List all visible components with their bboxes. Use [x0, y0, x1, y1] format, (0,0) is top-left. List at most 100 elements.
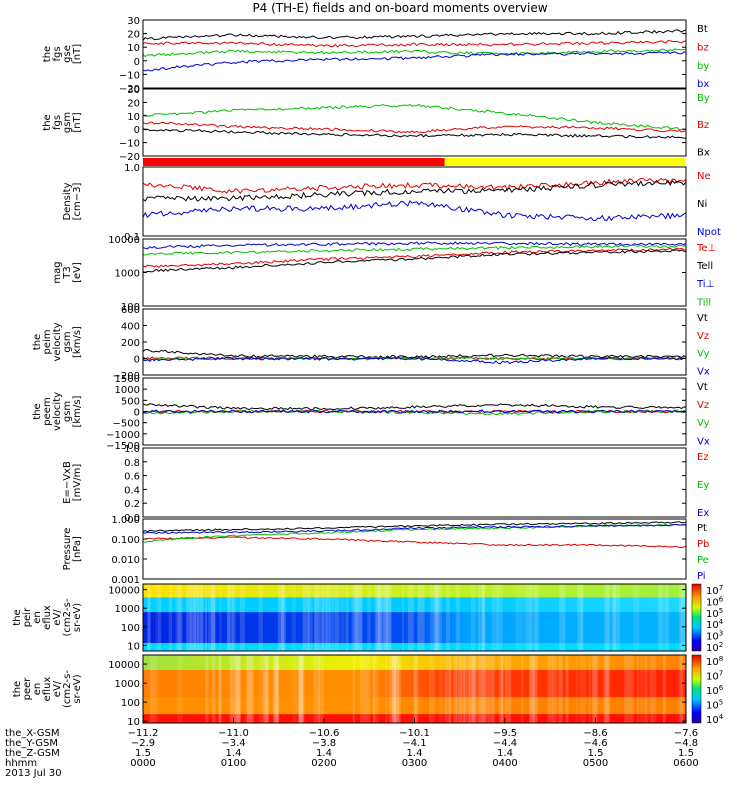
spectrogram-stripe	[547, 655, 554, 723]
spectrogram-stripe	[168, 584, 173, 651]
series-line-pressure-3	[143, 523, 686, 535]
footer-value: −10.6	[309, 728, 340, 739]
spectrogram-stripe	[417, 584, 421, 651]
spectrogram-stripe	[624, 655, 627, 723]
spectrogram-stripe	[430, 584, 436, 651]
spectrogram-stripe	[394, 655, 401, 723]
spectrogram-stripe	[226, 584, 231, 651]
legend-entry: By	[697, 93, 710, 104]
y-tick-label: −10	[119, 139, 140, 150]
chart-title: P4 (TH-E) fields and on-board moments ov…	[252, 1, 547, 15]
spectrogram-stripe	[235, 655, 241, 723]
spectrogram-stripe	[354, 584, 358, 651]
spectrogram-band	[143, 642, 686, 651]
spectrogram-stripe	[565, 655, 569, 723]
footer-value: −10.1	[399, 728, 430, 739]
footer-value: −11.2	[128, 728, 159, 739]
legend-entry: Vz	[697, 400, 709, 411]
spectrogram-stripe	[258, 655, 262, 723]
series-line-pressure-1	[143, 536, 686, 549]
series-line-peim-velocity-0	[143, 348, 686, 359]
y-axis-label: sr-eV)	[72, 674, 83, 703]
spectrogram-stripe	[334, 584, 339, 651]
spectrogram-stripe	[360, 655, 367, 723]
footer-value: 0600	[673, 758, 698, 769]
y-tick-label: 0.6	[124, 472, 140, 483]
y-tick-label: 600	[121, 305, 140, 316]
spectrogram-stripe	[374, 584, 382, 651]
footer-value: −4.4	[493, 738, 517, 749]
status-bar-yellow	[444, 158, 686, 166]
legend-entry: bx	[697, 79, 709, 90]
spectrogram-stripe	[499, 655, 504, 723]
y-tick-label: 20	[127, 98, 140, 109]
legend-entry: Bx	[697, 147, 710, 158]
spectrogram-stripe	[394, 655, 400, 723]
legend-entry: Bt	[697, 24, 708, 35]
y-tick-label: 1.0	[124, 444, 140, 455]
spectrogram-stripe	[501, 655, 504, 723]
spectrogram-stripe	[231, 584, 236, 651]
spectrogram-stripe	[299, 655, 305, 723]
spectrogram-stripe	[291, 584, 296, 651]
spectrogram-stripe	[314, 584, 320, 651]
spectrogram-stripe	[526, 584, 532, 651]
spectrogram-stripe	[496, 584, 503, 651]
legend-entry: Ex	[697, 508, 709, 519]
spectrogram-stripe	[645, 655, 649, 723]
spectrogram-stripe	[483, 584, 487, 651]
spectrogram-stripe	[652, 655, 657, 723]
spectrogram-stripe	[611, 584, 617, 651]
y-tick-label: 0.1	[124, 232, 140, 243]
series-line-peem-velocity-0	[143, 403, 686, 411]
y-tick-label: 0.2	[124, 499, 140, 510]
panel-frame	[142, 583, 687, 652]
y-axis-label: gsm	[62, 112, 73, 133]
legend-entry: Ne	[697, 171, 711, 182]
colorbar-peer-efflux	[691, 654, 702, 724]
y-axis-label: Density	[62, 182, 73, 220]
spectrogram-stripe	[193, 584, 199, 651]
y-tick-label: 500	[121, 396, 140, 407]
series-line-peim-velocity-2	[143, 356, 686, 362]
y-tick-label: 1.000	[111, 515, 140, 526]
spectrogram-stripe	[407, 584, 414, 651]
spectrogram-stripe	[261, 655, 269, 723]
y-tick-label: 30	[127, 16, 140, 27]
spectrogram-stripe	[229, 655, 236, 723]
spectrogram-stripe	[658, 584, 663, 651]
spectrogram-stripe	[385, 655, 388, 723]
spectrogram-stripe	[366, 655, 371, 723]
spectrogram-stripe	[413, 655, 418, 723]
y-tick-label: 100	[121, 302, 140, 313]
spectrogram-stripe	[613, 584, 620, 651]
spectrogram-stripe	[633, 584, 640, 651]
panel-frame	[142, 308, 687, 376]
y-axis-label: eflux	[42, 677, 53, 702]
spectrogram-stripe	[637, 655, 640, 723]
spectrogram-stripe	[219, 655, 222, 723]
spectrogram-stripe	[685, 655, 686, 723]
spectrogram-stripe	[340, 584, 345, 651]
spectrogram-stripe	[603, 655, 611, 723]
y-tick-label: 0.010	[111, 555, 140, 566]
spectrogram-stripe	[665, 584, 670, 651]
y-axis-label: en	[32, 683, 43, 696]
footer-value: 1.5	[135, 748, 151, 759]
spectrogram-stripe	[580, 584, 584, 651]
spectrogram-stripe	[470, 584, 476, 651]
series-line-pressure-2	[143, 523, 686, 543]
spectrogram-stripe	[478, 584, 481, 651]
footer-ephemeris: the_X-GSM −11.2 −11.0 −10.6 −10.1 −9.5 −8.6 −7.…	[5, 718, 699, 779]
y-tick-label: 1000	[115, 385, 140, 396]
y-tick-label: 10	[127, 43, 140, 54]
spectrogram-stripe	[258, 584, 263, 651]
panel-frame	[142, 238, 687, 307]
spectrogram-stripe	[475, 655, 481, 723]
series-line-fgs-gsm-1	[143, 121, 686, 134]
legend-entry: Bz	[697, 120, 709, 131]
spectrogram-stripe	[314, 584, 319, 651]
spectrogram-stripe	[591, 655, 597, 723]
colorbar-tick-label: 105	[706, 607, 723, 620]
